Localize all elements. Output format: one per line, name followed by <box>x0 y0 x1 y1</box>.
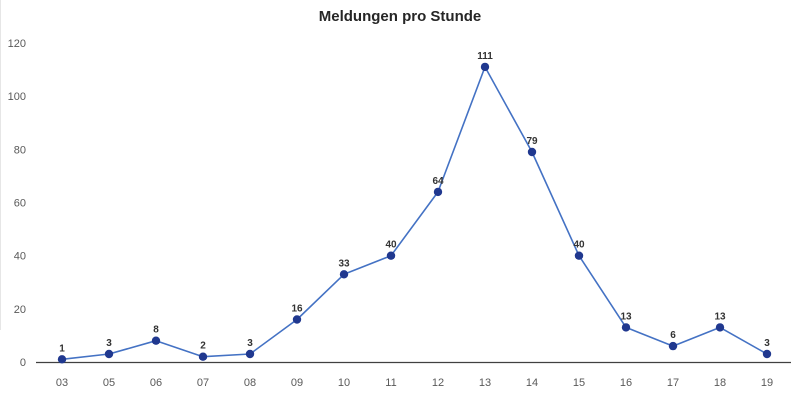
data-point-marker <box>621 323 631 332</box>
data-point-marker <box>245 349 255 359</box>
data-point-label: 79 <box>526 136 538 147</box>
y-axis-tick-label: 40 <box>14 251 26 263</box>
x-axis-tick-label: 12 <box>432 377 444 389</box>
data-point-label: 8 <box>153 325 159 336</box>
y-axis-tick-label: 0 <box>20 357 26 369</box>
data-point-marker <box>104 349 114 359</box>
data-point-label: 16 <box>291 304 303 315</box>
x-axis-tick-label: 13 <box>479 377 491 389</box>
data-point-marker <box>480 62 490 72</box>
data-point-marker <box>339 270 349 279</box>
y-axis-tick-label: 100 <box>8 91 26 103</box>
data-point-marker <box>715 323 725 332</box>
data-point-label: 2 <box>200 341 206 352</box>
data-line <box>61 66 768 361</box>
x-axis-tick-label: 16 <box>620 377 632 389</box>
data-point-marker <box>668 341 678 351</box>
data-point-label: 111 <box>477 51 493 62</box>
data-point-label: 40 <box>573 240 585 251</box>
x-axis-tick-label: 07 <box>197 377 209 389</box>
data-point-label: 64 <box>432 176 444 187</box>
data-point-marker <box>574 251 584 260</box>
data-point-marker <box>433 187 443 197</box>
x-axis-tick-label: 11 <box>385 377 396 389</box>
x-axis-tick-label: 14 <box>526 377 538 389</box>
data-point-marker <box>527 147 537 157</box>
x-axis-tick-label: 03 <box>56 377 68 389</box>
y-axis-tick-label: 120 <box>8 38 26 50</box>
x-axis-tick-label: 06 <box>150 377 162 389</box>
data-point-label: 1 <box>59 343 65 354</box>
y-axis-tick-label: 60 <box>14 198 26 210</box>
data-point-marker <box>762 349 772 359</box>
data-point-marker <box>151 336 161 345</box>
data-point-label: 13 <box>620 311 632 322</box>
data-point-marker <box>292 315 302 324</box>
left-edge-line <box>0 0 1 330</box>
data-point-label: 13 <box>714 311 726 322</box>
data-point-marker <box>198 352 208 361</box>
y-axis-tick-label: 20 <box>14 304 26 316</box>
x-axis-tick-label: 18 <box>714 377 726 389</box>
y-axis-tick-label: 80 <box>14 144 26 156</box>
data-point-marker <box>57 355 67 364</box>
x-axis-tick-label: 10 <box>338 377 350 389</box>
data-point-label: 40 <box>385 240 397 251</box>
x-axis-tick-label: 19 <box>761 377 773 389</box>
data-point-marker <box>386 251 396 260</box>
data-point-label: 3 <box>106 338 112 349</box>
x-axis-tick-label: 17 <box>667 377 679 389</box>
data-point-label: 3 <box>764 338 770 349</box>
data-point-label: 3 <box>247 338 253 349</box>
data-point-label: 33 <box>338 258 350 269</box>
x-axis-tick-label: 15 <box>573 377 585 389</box>
chart-title: Meldungen pro Stunde <box>318 8 482 25</box>
x-axis-tick-label: 08 <box>244 377 256 389</box>
x-axis-tick-label: 09 <box>291 377 303 389</box>
x-axis-tick-label: 05 <box>103 377 115 389</box>
data-point-label: 6 <box>670 330 676 341</box>
